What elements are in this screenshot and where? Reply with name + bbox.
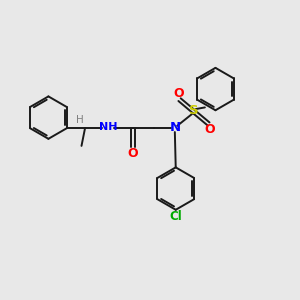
Text: NH: NH: [99, 122, 117, 132]
Text: O: O: [204, 123, 215, 136]
Text: N: N: [169, 121, 180, 134]
Text: H: H: [76, 115, 84, 125]
Text: Cl: Cl: [169, 210, 182, 223]
Text: O: O: [128, 147, 138, 160]
Text: O: O: [174, 87, 184, 100]
Text: S: S: [190, 104, 199, 117]
